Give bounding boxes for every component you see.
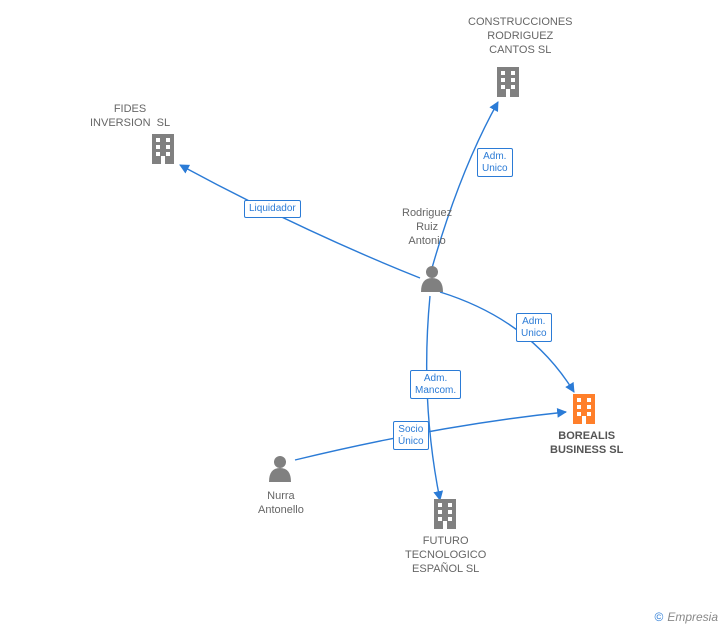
node-futuro-icon[interactable] — [434, 499, 456, 529]
edge-label-rodriguez-construcciones: Adm. Unico — [477, 148, 513, 177]
node-construcciones-icon[interactable] — [497, 67, 519, 97]
node-label-rodriguez: Rodriguez Ruiz Antonio — [402, 207, 452, 248]
edge-rodriguez-fides — [180, 165, 420, 278]
footer-credit: © Empresia — [654, 610, 718, 624]
node-fides-icon[interactable] — [152, 134, 174, 164]
node-nurra-icon[interactable] — [269, 456, 291, 482]
node-label-borealis: BOREALIS BUSINESS SL — [550, 430, 623, 458]
edge-label-nurra-borealis: Socio Único — [393, 421, 429, 450]
edge-label-rodriguez-futuro: Adm. Mancom. — [410, 370, 461, 399]
node-label-futuro: FUTURO TECNOLOGICO ESPAÑOL SL — [405, 535, 486, 576]
edge-label-rodriguez-borealis: Adm. Unico — [516, 313, 552, 342]
node-borealis-icon[interactable] — [573, 394, 595, 424]
node-rodriguez-icon[interactable] — [421, 266, 443, 292]
brand-name: Empresia — [667, 610, 718, 624]
node-label-construcciones: CONSTRUCCIONES RODRIGUEZ CANTOS SL — [468, 16, 573, 57]
copyright-symbol: © — [654, 610, 663, 624]
network-canvas — [0, 0, 728, 630]
node-label-nurra: Nurra Antonello — [258, 490, 304, 518]
edge-label-rodriguez-fides: Liquidador — [244, 200, 301, 218]
node-label-fides: FIDES INVERSION SL — [90, 103, 170, 131]
